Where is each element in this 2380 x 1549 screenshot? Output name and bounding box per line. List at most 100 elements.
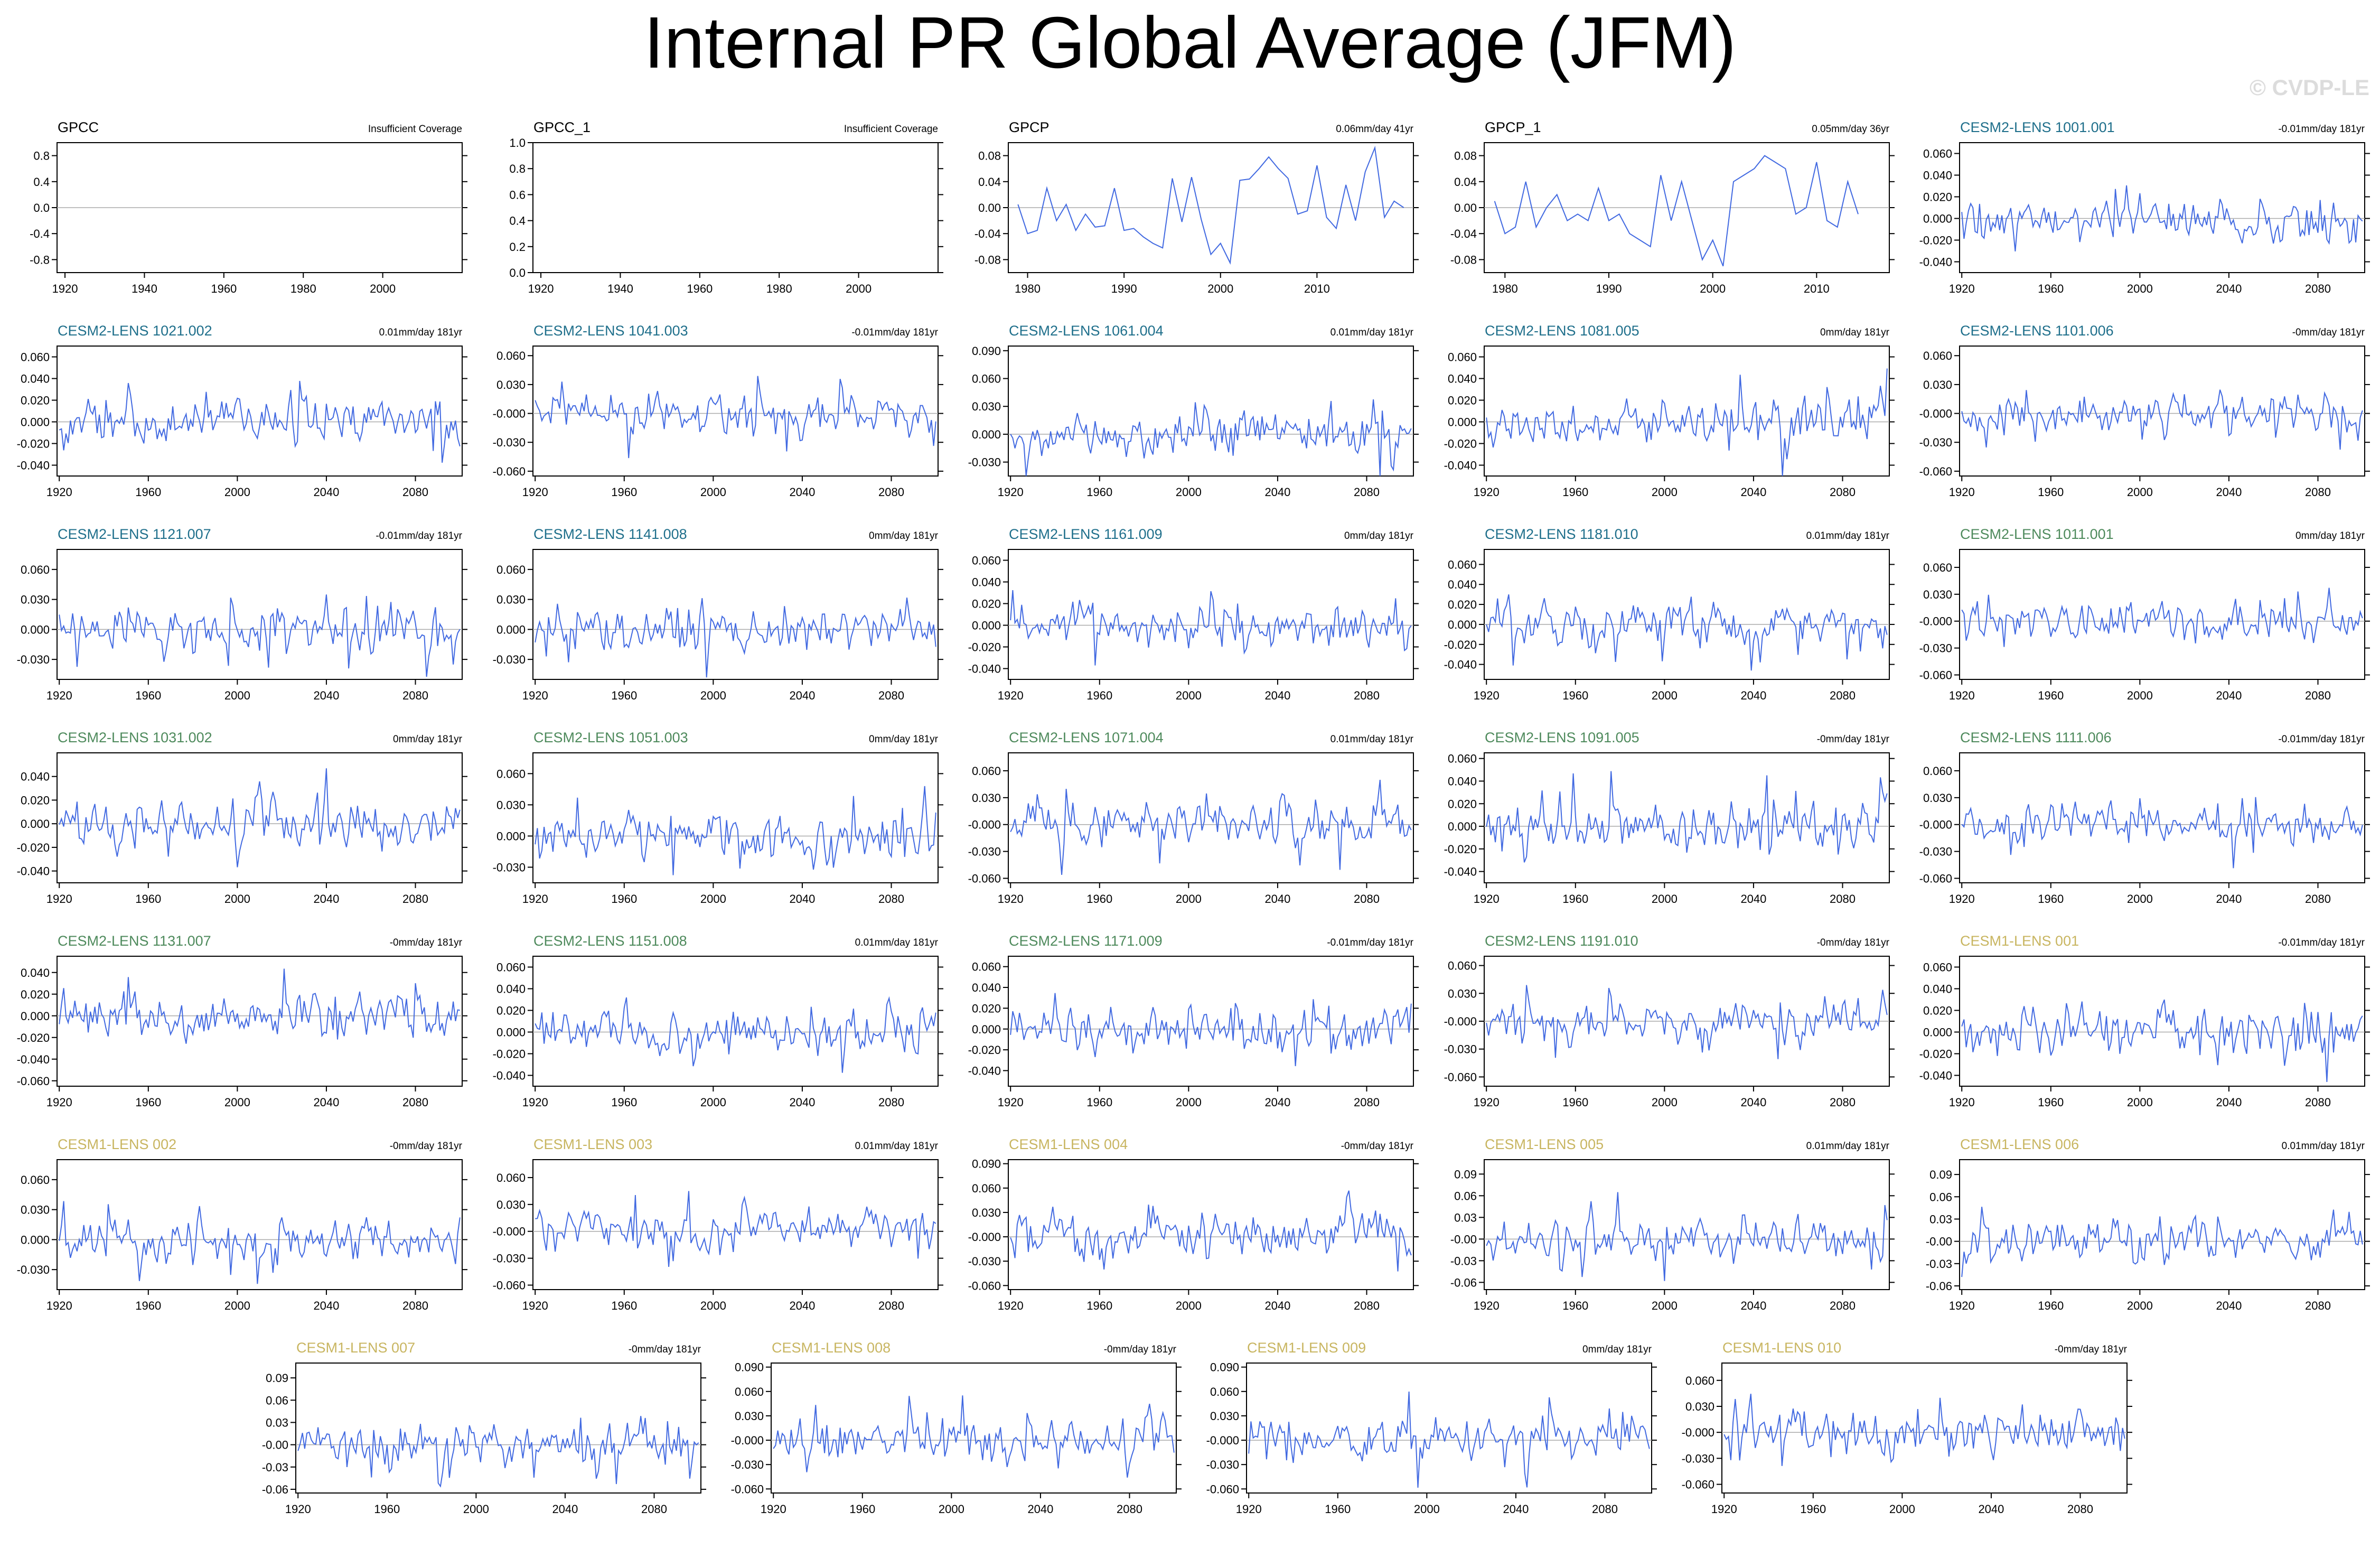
y-tick-label: 0.060 [496,1171,526,1184]
x-tick-label: 1960 [2038,892,2064,906]
panel-cesm2-lens-1021-002: CESM2-LENS 1021.002 0.01mm/day 181yr 0.060… [17,323,467,499]
y-tick-label: -0.000 [1919,818,1952,832]
y-tick-label: -0.030 [731,1458,764,1471]
y-tick-label: -0.020 [968,1043,1001,1057]
x-tick-label: 2040 [1264,1096,1290,1109]
panel-trend-label: 0.05mm/day 36yr [1812,124,1889,135]
y-tick-label: -0.040 [968,1064,1001,1077]
y-tick-label: 0.030 [21,1203,50,1217]
y-tick-label: -0.030 [17,1263,50,1276]
panel-title: CESM1-LENS 001 [1960,933,2079,949]
x-tick-label: 1920 [1474,1299,1500,1312]
y-tick-label: -0.000 [1444,1015,1477,1028]
x-tick-label: 1960 [2038,282,2064,295]
panel-title: CESM2-LENS 1051.003 [533,730,688,745]
x-tick-label: 1920 [998,486,1024,499]
panel-title: CESM2-LENS 1141.008 [533,526,687,542]
y-tick-label: 0.040 [21,372,50,386]
panel-title: CESM1-LENS 004 [1009,1136,1128,1152]
x-tick-label: 2010 [1304,282,1330,295]
panel-title: CESM2-LENS 1011.001 [1960,526,2114,542]
x-tick-label: 1920 [1949,892,1975,906]
panel-cesm2-lens-1141-008: CESM2-LENS 1141.008 0mm/day 181yr 0.060 0.0… [493,526,943,702]
x-tick-label: 2040 [789,486,815,499]
series-line-cesm1-lens-002 [59,1201,461,1284]
x-tick-label: 2000 [2127,1096,2153,1109]
x-tick-label: 2080 [2305,1299,2331,1312]
panel-frame [57,956,463,1087]
y-tick-label: 0.090 [972,1158,1001,1171]
x-tick-label: 1920 [522,1299,548,1312]
y-tick-label: 0.000 [21,1233,50,1246]
y-tick-label: 0.000 [21,623,50,636]
panel-title: CESM2-LENS 1001.001 [1960,119,2115,135]
x-tick-label: 2000 [700,689,726,702]
x-tick-label: 2080 [1354,486,1380,499]
x-tick-label: 1960 [1325,1503,1351,1516]
x-tick-label: 2080 [402,892,428,906]
panel-title: CESM1-LENS 008 [772,1340,891,1356]
x-tick-label: 2080 [1830,486,1856,499]
panel-trend-label: 0.01mm/day 181yr [855,937,939,948]
y-tick-label: 0.000 [1448,618,1477,631]
panel-cesm1-lens-010: CESM1-LENS 010 -0mm/day 181yr 0.060 0.030 -0… [1682,1340,2132,1516]
series-line-cesm2-lens-1191-010 [1486,985,1888,1059]
x-tick-label: 2080 [2305,282,2331,295]
y-tick-label: -0.000 [1919,615,1952,628]
x-tick-label: 2080 [1830,689,1856,702]
x-tick-label: 2000 [224,689,250,702]
panel-title: CESM1-LENS 002 [58,1136,176,1152]
x-tick-label: 1920 [1474,1096,1500,1109]
y-tick-label: -0.030 [1919,436,1952,449]
x-tick-label: 1940 [132,282,157,295]
y-tick-label: -0.030 [17,653,50,666]
panel-title: CESM2-LENS 1161.009 [1009,526,1163,542]
y-tick-label: 0.020 [21,394,50,407]
y-tick-label: -0.040 [1444,459,1477,472]
x-tick-label: 1920 [522,892,548,906]
y-tick-label: 0.060 [496,767,526,780]
x-tick-label: 2080 [641,1503,667,1516]
series-line-cesm2-lens-1111-006 [1961,797,2363,869]
x-tick-label: 2080 [2305,1096,2331,1109]
y-tick-label: 0.060 [972,960,1001,974]
y-tick-label: 0.060 [1923,961,1952,974]
panel-trend-label: -0mm/day 181yr [1817,937,1890,948]
y-tick-label: 0.09 [1929,1168,1952,1181]
x-tick-label: 1960 [135,1096,161,1109]
y-tick-label: -0.030 [1206,1458,1239,1471]
x-tick-label: 2040 [1503,1503,1529,1516]
y-tick-label: 0.020 [1448,394,1477,407]
x-tick-label: 2080 [878,892,904,906]
y-tick-label: 0.030 [1210,1410,1239,1423]
panel-title: CESM2-LENS 1101.006 [1960,323,2114,339]
x-tick-label: 2040 [2216,1299,2242,1312]
y-tick-label: 0.090 [735,1361,764,1374]
y-tick-label: -0.03 [1450,1254,1477,1267]
x-tick-label: 2010 [1804,282,1830,295]
panel-frame [1008,752,1414,883]
panel-trend-label: -0.01mm/day 181yr [2278,734,2365,745]
y-tick-label: 0.000 [496,829,526,843]
x-tick-label: 2080 [402,486,428,499]
panel-trend-label: -0mm/day 181yr [1817,734,1890,745]
panel-cesm1-lens-005: CESM1-LENS 005 0.01mm/day 181yr 0.09 0.06 0.… [1450,1136,1895,1312]
y-tick-label: -0.040 [17,865,50,878]
y-tick-label: 0.020 [1923,1004,1952,1018]
panel-frame [1484,549,1890,680]
y-tick-label: -0.040 [493,1069,526,1083]
x-tick-label: 2000 [224,1096,250,1109]
y-tick-label: 0.040 [1448,372,1477,386]
panel-title: CESM2-LENS 1031.002 [58,730,212,745]
y-tick-label: -0.000 [968,1230,1001,1244]
y-tick-label: 0.060 [972,554,1001,567]
x-tick-label: 2040 [313,1096,339,1109]
panel-trend-label: -0mm/day 181yr [1341,1141,1414,1152]
series-line-cesm2-lens-1121-007 [59,594,461,677]
panel-frame [771,1363,1177,1494]
x-tick-label: 2000 [700,1096,726,1109]
x-tick-label: 1990 [1111,282,1137,295]
y-tick-label: 0.060 [1923,349,1952,362]
y-tick-label: 0.040 [1448,578,1477,591]
x-tick-label: 1980 [766,282,792,295]
